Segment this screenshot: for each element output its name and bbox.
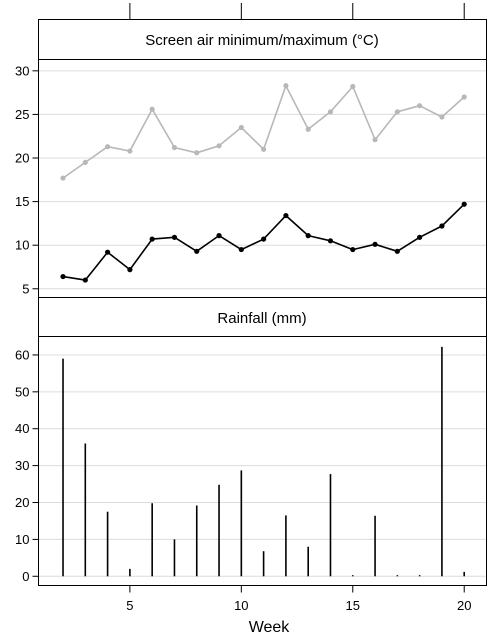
maximum-point <box>194 150 200 156</box>
x-tick-label: 15 <box>346 598 360 613</box>
maximum-point <box>439 114 445 120</box>
y-tick-label: 60 <box>15 347 29 362</box>
minimum-point <box>327 238 334 244</box>
x-tick-label: 5 <box>126 598 133 613</box>
minimum-point <box>104 249 111 255</box>
y-tick-label: 25 <box>15 107 29 122</box>
series-maximum <box>60 83 467 181</box>
maximum-point <box>127 148 133 154</box>
minimum-point <box>417 234 423 240</box>
y-tick-label: 5 <box>22 281 29 296</box>
series-minimum <box>60 201 467 283</box>
minimum-point <box>394 248 400 254</box>
y-tick-label: 10 <box>15 532 29 547</box>
bottom-strip-title: Rainfall (mm) <box>217 310 306 327</box>
minimum-point <box>194 248 200 254</box>
maximum-point <box>261 146 267 152</box>
bottom-y-axis: 0 10 20 30 40 50 60 <box>15 347 39 584</box>
minimum-line <box>62 203 465 281</box>
maximum-line <box>62 84 465 179</box>
bottom-panel-gridlines <box>38 354 487 577</box>
minimum-point <box>127 267 133 273</box>
x-tick-label: 10 <box>234 598 248 613</box>
y-tick-label: 50 <box>15 384 29 399</box>
maximum-point <box>372 137 378 143</box>
maximum-point <box>327 109 334 115</box>
y-tick-label: 10 <box>15 238 29 253</box>
maximum-point <box>149 106 155 112</box>
maximum-point <box>394 109 400 115</box>
minimum-point <box>171 234 178 240</box>
bottom-x-axis: 5 10 15 20 <box>126 585 471 613</box>
maximum-point <box>216 143 222 149</box>
maximum-point <box>60 175 66 181</box>
minimum-point <box>372 241 378 247</box>
top-y-axis: 5 10 15 20 25 30 <box>15 63 39 296</box>
y-tick-label: 20 <box>15 495 29 510</box>
maximum-point <box>350 83 356 90</box>
top-strip-title: Screen air minimum/maximum (°C) <box>145 32 379 49</box>
minimum-point <box>216 233 222 239</box>
y-tick-label: 20 <box>15 151 29 166</box>
maximum-point <box>238 124 244 131</box>
y-tick-label: 15 <box>15 194 29 209</box>
y-tick-label: 0 <box>22 569 29 584</box>
maximum-point <box>305 126 311 132</box>
top-panel-gridlines <box>38 70 487 290</box>
maximum-point <box>104 144 111 150</box>
y-tick-label: 30 <box>15 458 29 473</box>
y-tick-label: 40 <box>15 421 29 436</box>
maximum-point <box>82 159 88 165</box>
minimum-point <box>283 212 289 219</box>
minimum-point <box>60 273 66 280</box>
x-tick-label: 20 <box>457 598 471 613</box>
minimum-point <box>149 236 155 242</box>
minimum-point <box>82 277 88 283</box>
x-axis-title: Week <box>249 619 291 636</box>
top-x-axis-ticks <box>129 3 465 20</box>
minimum-point <box>461 201 467 207</box>
minimum-point <box>439 223 445 229</box>
minimum-point <box>305 233 311 239</box>
plot-frame <box>38 19 487 586</box>
minimum-point <box>261 236 267 242</box>
maximum-point <box>417 103 423 109</box>
minimum-point <box>350 246 356 253</box>
maximum-point <box>171 144 178 151</box>
minimum-point <box>238 246 244 253</box>
maximum-point <box>461 94 467 100</box>
y-tick-label: 30 <box>15 63 29 78</box>
rainfall-bars <box>62 346 466 577</box>
maximum-point <box>283 83 289 89</box>
